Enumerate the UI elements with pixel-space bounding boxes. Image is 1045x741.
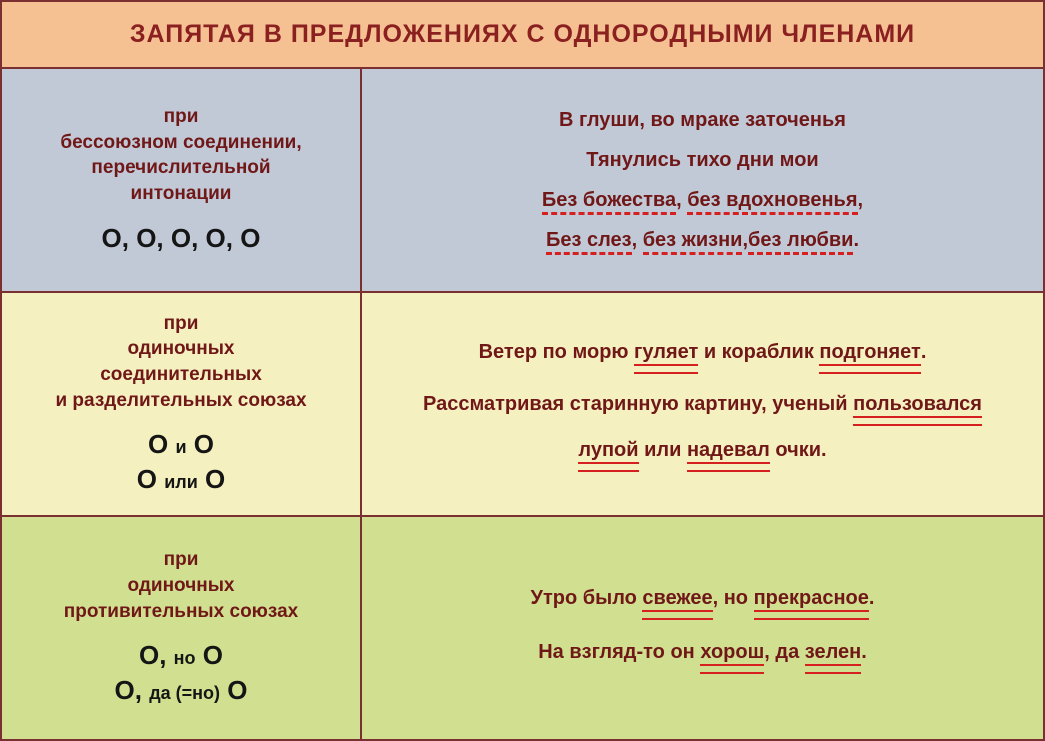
formula-1: О, О, О, О, О xyxy=(102,221,261,256)
ex3-l1: Утро было свежее, но прекрасное. xyxy=(531,582,875,620)
rule1-l3: интонации xyxy=(131,183,232,204)
rule3-l1: одиночных xyxy=(127,575,234,596)
ex1-l3: Без божества, без вдохновенья, xyxy=(542,184,863,216)
ex2-l3: лупой или надевал очки. xyxy=(578,434,826,472)
rule1-l1: бессоюзном соединении, xyxy=(60,132,301,153)
rule-text-3: при одиночных противительных союзах xyxy=(64,547,298,624)
example-cell-1: В глуши, во мраке заточенья Тянулись тих… xyxy=(362,69,1043,291)
rule2-l1: одиночных xyxy=(127,338,234,359)
formula-2: О и ОО или О xyxy=(137,427,225,497)
rule2-l2: соединительных xyxy=(100,364,262,385)
rule-row-2: при одиночных соединительных и разделите… xyxy=(2,293,1043,517)
rule-text-2: при одиночных соединительных и разделите… xyxy=(55,311,306,414)
rule1-l0: при xyxy=(164,106,199,127)
rule-cell-1: при бессоюзном соединении, перечислитель… xyxy=(2,69,362,291)
rule1-l2: перечислительной xyxy=(91,157,270,178)
formula-3: О, но ОО, да (=но) О xyxy=(115,638,248,708)
rule-cell-2: при одиночных соединительных и разделите… xyxy=(2,293,362,515)
example-cell-2: Ветер по морю гуляет и кораблик подгоняе… xyxy=(362,293,1043,515)
rule3-l0: при xyxy=(164,549,199,570)
rule-row-3: при одиночных противительных союзах О, н… xyxy=(2,517,1043,739)
rule-row-1: при бессоюзном соединении, перечислитель… xyxy=(2,69,1043,293)
ex2-l1: Ветер по морю гуляет и кораблик подгоняе… xyxy=(479,336,927,374)
ex2-l2: Рассматривая старинную картину, ученый п… xyxy=(423,388,982,426)
ex1-l1: В глуши, во мраке заточенья xyxy=(559,104,846,136)
page-title: ЗАПЯТАЯ В ПРЕДЛОЖЕНИЯХ С ОДНОРОДНЫМИ ЧЛЕ… xyxy=(2,2,1043,69)
rule-cell-3: при одиночных противительных союзах О, н… xyxy=(2,517,362,739)
ex1-l2: Тянулись тихо дни мои xyxy=(586,144,818,176)
ex1-l4: Без слез, без жизни,без любви. xyxy=(546,224,859,256)
rule-text-1: при бессоюзном соединении, перечислитель… xyxy=(60,104,301,207)
rule2-l3: и разделительных союзах xyxy=(55,390,306,411)
ex3-l2: На взгляд-то он хорош, да зелен. xyxy=(538,636,867,674)
grammar-table: ЗАПЯТАЯ В ПРЕДЛОЖЕНИЯХ С ОДНОРОДНЫМИ ЧЛЕ… xyxy=(0,0,1045,741)
example-cell-3: Утро было свежее, но прекрасное. На взгл… xyxy=(362,517,1043,739)
rule3-l2: противительных союзах xyxy=(64,601,298,622)
rule2-l0: при xyxy=(164,313,199,334)
